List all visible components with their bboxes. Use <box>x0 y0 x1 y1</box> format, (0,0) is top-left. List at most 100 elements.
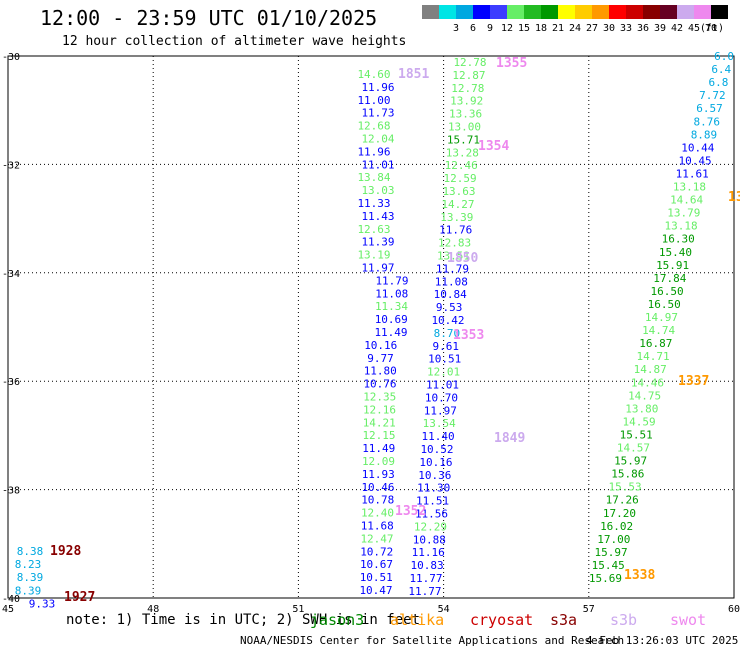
wave-height-value: 8.38 <box>17 545 44 558</box>
wave-height-value: 13.18 <box>664 220 697 233</box>
wave-height-value: 8.89 <box>691 128 718 141</box>
longitude-tick-label: 60 <box>728 604 740 615</box>
wave-height-value: 15.45 <box>592 559 625 572</box>
wave-height-value: 10.52 <box>420 443 453 456</box>
wave-height-value: 13.28 <box>446 146 479 159</box>
wave-height-value: 10.51 <box>360 571 393 584</box>
scale-tick-label: 21 <box>552 23 564 34</box>
scale-tick-label: 33 <box>620 23 632 34</box>
wave-height-value: 10.72 <box>360 545 393 558</box>
wave-height-value: 11.56 <box>415 508 448 521</box>
wave-height-value: 10.70 <box>425 391 458 404</box>
scale-swatch <box>558 5 575 19</box>
wave-height-value: 13.39 <box>440 211 473 224</box>
scale-swatch <box>575 5 592 19</box>
wave-height-value: 11.80 <box>364 365 397 378</box>
scale-tick-label: 18 <box>535 23 547 34</box>
wave-height-value: 7.72 <box>699 89 726 102</box>
pass-number-label: 1927 <box>64 590 95 605</box>
pass-number-label: 1850 <box>447 251 478 266</box>
wave-height-value: 16.50 <box>648 298 681 311</box>
wave-height-value: 11.01 <box>361 158 394 171</box>
wave-height-value: 10.69 <box>375 313 408 326</box>
wave-height-value: 15.86 <box>611 468 644 481</box>
pass-number-label: 13 <box>728 190 740 205</box>
satellite-legend-altika: altika <box>390 611 445 629</box>
scale-swatch <box>660 5 677 19</box>
wave-height-value: 14.59 <box>622 415 655 428</box>
wave-height-value: 16.30 <box>662 233 695 246</box>
pass-number-label: 1928 <box>50 544 81 559</box>
wave-height-value: 6.57 <box>696 102 723 115</box>
longitude-tick-label: 45 <box>2 604 14 615</box>
wave-height-value: 9.33 <box>29 597 56 610</box>
pass-number-label: 1337 <box>678 374 709 389</box>
wave-height-value: 11.77 <box>408 585 441 598</box>
wave-height-value: 10.83 <box>411 559 444 572</box>
wave-height-value: 10.16 <box>364 339 397 352</box>
wave-height-value: 11.79 <box>375 274 408 287</box>
satellite-legend-swot: swot <box>670 611 707 629</box>
wave-height-value: 13.63 <box>442 185 475 198</box>
wave-height-value: 12.78 <box>451 82 484 95</box>
scale-tick-label: 27 <box>586 23 598 34</box>
wave-height-value: 16.87 <box>639 337 672 350</box>
wave-height-value: 12.35 <box>363 391 396 404</box>
scale-tick-label: 9 <box>487 23 493 34</box>
scale-tick-label: 30 <box>603 23 615 34</box>
latitude-tick-label: -36 <box>2 377 20 388</box>
wave-height-value: 11.30 <box>417 482 450 495</box>
wave-height-value: 15.91 <box>656 259 689 272</box>
wave-height-value: 10.84 <box>434 288 467 301</box>
scale-swatch <box>677 5 694 19</box>
wave-height-value: 12.04 <box>361 133 394 146</box>
latitude-tick-label: -38 <box>2 486 20 497</box>
wave-height-value: 12.59 <box>444 172 477 185</box>
wave-height-value: 10.47 <box>359 584 392 597</box>
wave-height-value: 15.97 <box>594 546 627 559</box>
scale-swatch <box>643 5 660 19</box>
wave-height-value: 15.53 <box>608 481 641 494</box>
wave-height-value: 17.20 <box>603 507 636 520</box>
longitude-tick-label: 48 <box>147 604 159 615</box>
scale-unit: (ft) <box>700 23 724 34</box>
wave-height-value: 14.71 <box>636 350 669 363</box>
scale-swatch <box>439 5 456 19</box>
wave-height-value: 15.51 <box>620 428 653 441</box>
wave-height-value: 10.36 <box>418 469 451 482</box>
wave-height-value: 17.84 <box>653 272 686 285</box>
scale-tick-label: 36 <box>637 23 649 34</box>
scale-swatch <box>626 5 643 19</box>
wave-height-value: 6.4 <box>711 63 731 76</box>
wave-height-value: 14.87 <box>634 363 667 376</box>
wave-height-value: 13.19 <box>357 249 390 262</box>
wave-height-value: 14.74 <box>642 324 675 337</box>
pass-number-label: 1849 <box>494 431 525 446</box>
wave-height-value: 14.64 <box>670 194 703 207</box>
pass-number-label: 1338 <box>624 568 655 583</box>
wave-height-value: 8.39 <box>17 571 44 584</box>
wave-height-value: 11.96 <box>357 145 390 158</box>
wave-height-value: 10.45 <box>678 154 711 167</box>
wave-height-value: 11.77 <box>409 572 442 585</box>
map-subtitle: 12 hour collection of altimeter wave hei… <box>62 34 407 49</box>
wave-height-value: 11.97 <box>361 262 394 275</box>
wave-height-value: 13.79 <box>667 207 700 220</box>
satellite-legend-s3a: s3a <box>550 611 578 629</box>
wave-height-value: 13.03 <box>361 184 394 197</box>
wave-height-value: 17.26 <box>606 494 639 507</box>
wave-height-value: 12.68 <box>357 120 390 133</box>
scale-swatch <box>422 5 439 19</box>
wave-height-value: 11.08 <box>435 275 468 288</box>
wave-height-value: 12.29 <box>414 520 447 533</box>
wave-height-value: 10.76 <box>363 378 396 391</box>
wave-height-value: 8.23 <box>15 558 42 571</box>
scale-swatch <box>473 5 490 19</box>
satellite-legend-s3b: s3b <box>610 611 638 629</box>
wave-height-value: 12.01 <box>427 366 460 379</box>
wave-height-value: 14.97 <box>645 311 678 324</box>
wave-height-value: 11.49 <box>362 442 395 455</box>
wave-height-value: 11.43 <box>361 210 394 223</box>
wave-height-value: 11.49 <box>374 326 407 339</box>
